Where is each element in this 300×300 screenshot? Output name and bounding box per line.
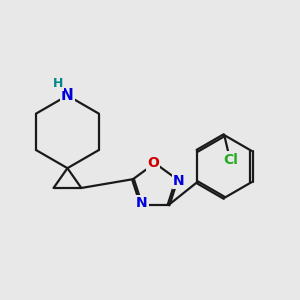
Text: N: N: [136, 196, 148, 210]
Text: N: N: [173, 174, 184, 188]
Text: O: O: [147, 156, 159, 170]
Text: N: N: [61, 88, 74, 103]
Text: Cl: Cl: [223, 153, 238, 166]
Text: H: H: [53, 77, 63, 91]
